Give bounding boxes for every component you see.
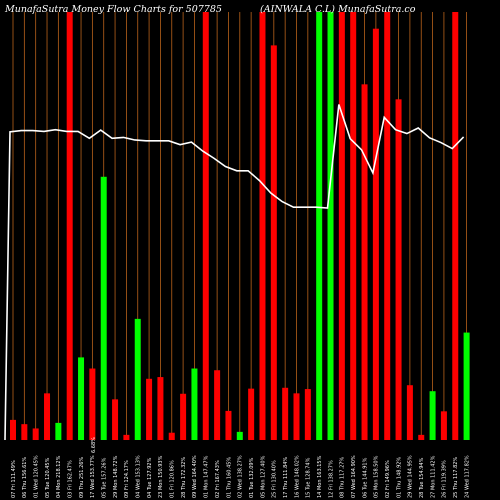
money-flow-bar [44,393,51,440]
x-tick-label: 09 Fri 124.17% [124,460,130,498]
money-flow-bar [259,12,266,440]
x-tick-label: 01 Wed 120.45% [33,455,39,498]
money-flow-bar [270,45,277,440]
x-tick-label: 02 Fri 149.96% [385,460,391,498]
x-tick-label: 08 Thu 117.27% [340,457,346,498]
money-flow-bar [78,357,85,440]
x-tick-labels: 07 Fri 111.49% 06 Thu 156.61% 01 Wed 120.4… [11,455,471,498]
money-flow-bar [55,422,62,440]
money-flow-bar [146,378,153,440]
x-tick-label: 02 Wed 138.27% [238,455,244,498]
money-flow-bar [134,318,141,440]
money-flow-bar [316,12,323,440]
x-tick-label: 06 Tue 144.91% [362,457,368,498]
money-flow-bar [236,431,243,440]
price-line-layer [4,104,465,441]
money-flow-bar [248,388,255,440]
money-flow-bars [10,12,470,441]
money-flow-bar [123,434,130,440]
x-tick-label: 17 Wed 153.77% [90,455,96,498]
money-flow-bar [361,84,368,440]
money-flow-bar [157,377,164,440]
x-tick-label: 15 Tue 128.74% [306,457,312,498]
x-tick-label: 28 Tue 154.94% [419,457,425,498]
money-flow-bar [429,391,436,440]
x-tick-label: 09 Thu 251.26% [79,457,85,498]
x-tick-label: 04 Tue 127.92% [147,457,153,498]
x-tick-label: 27 Mon 111.42% [430,455,436,498]
x-tick-label: 05 Mon 158.50% [374,455,380,498]
money-flow-bar [338,12,345,440]
money-flow-bar [440,411,447,440]
x-tick-label: 26 Fri 119.39% [442,460,448,498]
x-tick-label: 25 Fri 130.40% [272,460,278,498]
chart-title-right: (AINWALA C.L) MunafaSutra.co [260,4,416,15]
x-tick-label: 04 Wed 153.13% [136,455,142,498]
x-tick-label: 01 Fri 120.86% [170,460,176,498]
money-flow-bar [21,424,28,440]
x-tick-label: 01 Thu 148.92% [396,457,402,498]
money-flow-bar [327,12,334,440]
x-tick-label: 28 Thu 172.32% [181,457,187,498]
money-flow-bar [463,332,470,440]
x-tick-label: 01 Mon 147.47% [204,455,210,498]
money-flow-bar [406,385,413,440]
money-flow-bar [66,12,73,440]
x-tick-label: 02 Fri 167.43% [215,460,221,498]
money-flow-bar [350,12,357,440]
money-flow-bar [372,28,379,441]
money-flow-bar [452,12,459,440]
money-flow-bar [418,434,425,440]
chart-title-left: MunafaSutra Money Flow Charts for 507785 [4,4,222,15]
money-flow-bar [89,368,96,440]
money-flow-bar [180,393,187,440]
money-flow-bar [282,387,289,440]
money-flow-bar [168,432,175,440]
x-tick-label: 29 Wed 144.95% [408,455,414,498]
x-tick-label: 05 Tue 157.26% [102,457,108,498]
x-tick-label: 01 Thu 160.45% [226,457,232,498]
money-flow-bar [395,99,402,440]
x-tick-label: 07 Fri 111.49% [11,460,17,498]
money-flow-bar [100,176,107,440]
x-tick-label: 29 Mon 148.72% [113,455,119,498]
price-line [4,104,465,441]
x-tick-label: 05 Mon 127.40% [260,455,266,498]
x-tick-label: 07 Wed 164.90% [351,455,357,498]
x-tick-label: 03 Fri 162.47% [68,460,74,498]
x-tick-label: 09 Wed 164.40% [192,455,198,498]
x-tick-label: 24 Wed 117.82% [464,455,470,498]
money-flow-bar [293,393,300,440]
money-flow-bar [384,12,391,440]
money-flow-bar [304,389,311,440]
money-flow-bar [214,370,221,440]
x-tick-label: 17 Thu 111.84% [283,457,289,498]
x-tick-label: 23 Mon 150.93% [158,455,164,498]
x-tick-label: 01 Tue 132.09% [249,457,255,498]
x-tick-label: 16 Wed 148.02% [294,455,300,498]
x-tick-label: 25 Thu 117.82% [453,457,459,498]
x-tick-label: 05 Tue 120.45% [45,457,51,498]
money-flow-bar [225,410,232,440]
marker-label: 6.68% [91,437,97,453]
x-tick-label: 12 Fri 138.27% [328,460,334,498]
money-flow-bar [191,368,198,440]
x-tick-label: 14 Mon 163.15% [317,455,323,498]
money-flow-bar [32,428,39,440]
x-tick-label: 06 Thu 156.61% [22,457,28,498]
money-flow-bar [10,419,16,440]
x-tick-label: 04 Mon 218.12% [56,455,62,498]
money-flow-bar [202,12,209,440]
money-flow-bar [112,399,119,440]
